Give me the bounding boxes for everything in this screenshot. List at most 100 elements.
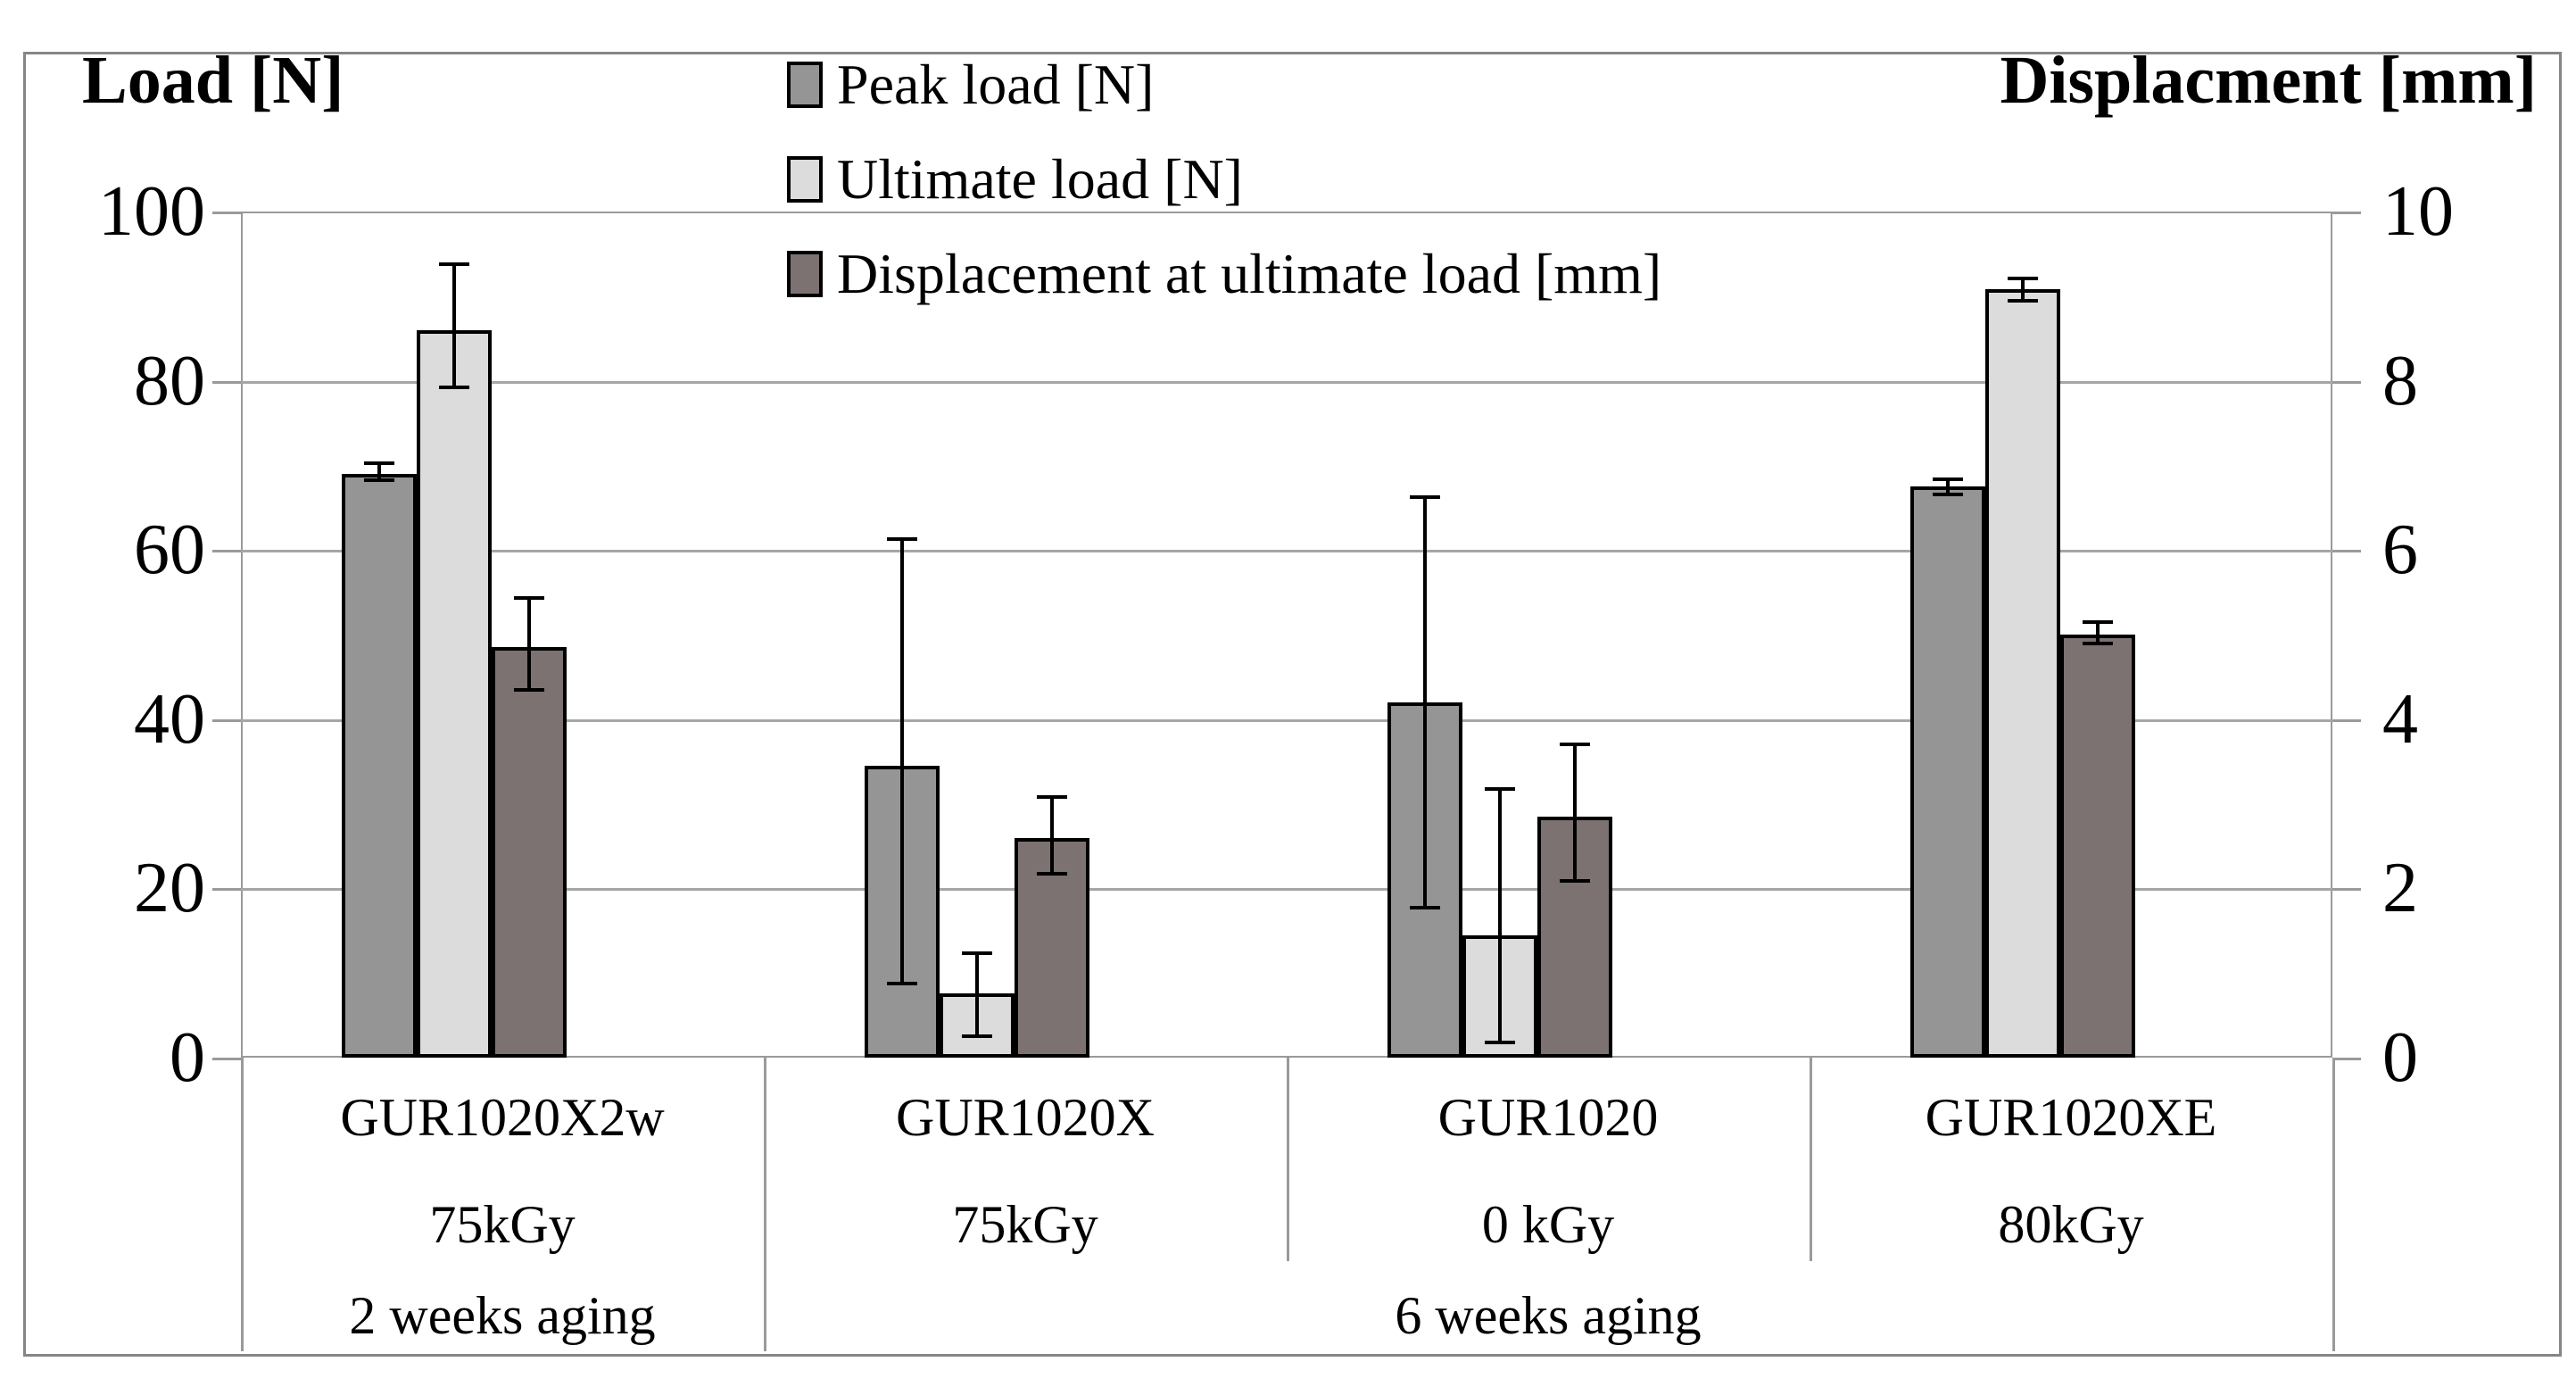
error-bar-cap-top (1485, 786, 1515, 791)
error-bar-line (1573, 743, 1577, 883)
error-bar-cap-top (1410, 494, 1440, 499)
left-axis-tick (212, 888, 241, 892)
left-axis-tick (212, 550, 241, 553)
right-axis-tick (2332, 718, 2361, 722)
legend-swatch-icon (787, 251, 823, 297)
legend-item-label: Displacement at ultimate load [mm] (837, 242, 1662, 305)
bar-displacement (492, 647, 567, 1058)
left-axis-tick-label: 0 (170, 1018, 205, 1097)
legend-swatch-icon (787, 156, 823, 203)
right-axis-tick-label: 6 (2382, 511, 2418, 590)
category-material-label: GUR1020XE (1925, 1088, 2217, 1147)
error-bar-cap-top (1933, 477, 1963, 481)
error-bar-cap-bottom (364, 478, 394, 483)
left-axis-tick (212, 380, 241, 384)
error-bar-line (527, 596, 531, 692)
right-axis-tick (2332, 550, 2361, 553)
left-axis-tick-label: 80 (134, 341, 205, 420)
error-bar-cap-bottom (1485, 1040, 1515, 1044)
legend-item: Displacement at ultimate load [mm] (787, 236, 1661, 312)
right-axis-tick-label: 8 (2382, 341, 2418, 420)
left-axis-tick (212, 718, 241, 722)
left-axis-tick-label: 100 (98, 172, 205, 251)
error-bar-cap-top (514, 596, 544, 601)
category-band-divider (764, 1058, 766, 1351)
left-axis-tick (212, 1058, 241, 1060)
left-axis-tick (212, 212, 241, 214)
gridline (241, 718, 2332, 722)
category-dose-label: 75kGy (429, 1195, 576, 1254)
category-band-divider-partial (1287, 1058, 1289, 1261)
legend-item-label: Ultimate load [N] (837, 147, 1243, 211)
error-bar-cap-top (439, 262, 469, 266)
category-dose-label: 75kGy (952, 1195, 1098, 1254)
left-axis-title: Load [N] (82, 43, 344, 118)
plot-area (241, 212, 2332, 1058)
right-axis-tick (2332, 212, 2361, 214)
error-bar-line (377, 461, 381, 483)
error-bar-cap-bottom (962, 1034, 992, 1039)
right-axis-tick-label: 4 (2382, 679, 2418, 759)
error-bar-cap-bottom (514, 687, 544, 692)
legend-swatch-icon (787, 62, 823, 108)
error-bar-cap-bottom (1933, 493, 1963, 497)
category-aging-label: 6 weeks aging (1395, 1286, 1702, 1345)
error-bar-line (1946, 477, 1950, 497)
right-axis-tick (2332, 888, 2361, 892)
category-dose-label: 0 kGy (1481, 1195, 1615, 1254)
gridline (241, 550, 2332, 553)
error-bar-cap-bottom (439, 386, 469, 390)
error-bar-cap-top (364, 461, 394, 465)
chart-legend: Peak load [N] Ultimate load [N] Displaceme… (787, 46, 1661, 312)
right-axis-tick-label: 10 (2382, 172, 2454, 251)
error-bar-line (1050, 795, 1054, 876)
right-axis-title: Displacment [mm] (2000, 43, 2537, 118)
error-bar-cap-bottom (2083, 642, 2113, 646)
category-dose-label: 80kGy (1998, 1195, 2144, 1254)
error-bar-cap-bottom (2008, 299, 2038, 303)
error-bar-cap-bottom (1037, 872, 1067, 876)
right-axis-tick-label: 0 (2382, 1018, 2418, 1097)
error-bar-line (2021, 276, 2025, 303)
error-bar-cap-top (1037, 795, 1067, 800)
bar-ultimate-load (417, 329, 492, 1058)
left-axis-tick-label: 40 (134, 679, 205, 759)
outer-frame (23, 52, 2562, 1357)
error-bar-cap-bottom (1410, 906, 1440, 910)
bar-ultimate-load (1985, 289, 2060, 1058)
error-bar-cap-bottom (887, 982, 917, 986)
error-bar-cap-bottom (1560, 878, 1590, 883)
error-bar-cap-top (2008, 276, 2038, 280)
right-axis-tick (2332, 380, 2361, 384)
legend-item-label: Peak load [N] (837, 53, 1155, 116)
error-bar-cap-top (2083, 619, 2113, 624)
bar-peak-load (342, 473, 417, 1058)
error-bar-line (900, 536, 904, 986)
left-axis-tick-label: 20 (134, 849, 205, 928)
error-bar-line (975, 951, 979, 1039)
error-bar-line (2096, 619, 2100, 646)
error-bar-line (1423, 494, 1427, 910)
error-bar-line (1498, 786, 1502, 1044)
category-band-divider (241, 1058, 244, 1351)
category-material-label: GUR1020X (895, 1088, 1155, 1147)
error-bar-cap-top (962, 951, 992, 955)
category-material-label: GUR1020X2w (340, 1088, 665, 1147)
error-bar-line (452, 262, 456, 390)
error-bar-cap-top (887, 536, 917, 541)
category-band-divider-partial (1810, 1058, 1812, 1261)
error-bar-cap-top (1560, 743, 1590, 747)
right-axis-tick (2332, 1058, 2361, 1060)
bar-displacement (2060, 635, 2135, 1058)
legend-item: Peak load [N] (787, 46, 1661, 123)
right-axis-tick-label: 2 (2382, 849, 2418, 928)
category-band-divider (2332, 1058, 2335, 1351)
legend-item: Ultimate load [N] (787, 141, 1661, 218)
left-axis-tick-label: 60 (134, 511, 205, 590)
gridline (241, 380, 2332, 384)
category-material-label: GUR1020 (1437, 1088, 1659, 1147)
gridline (241, 888, 2332, 892)
category-aging-label: 2 weeks aging (349, 1286, 656, 1345)
bar-peak-load (1910, 486, 1985, 1058)
